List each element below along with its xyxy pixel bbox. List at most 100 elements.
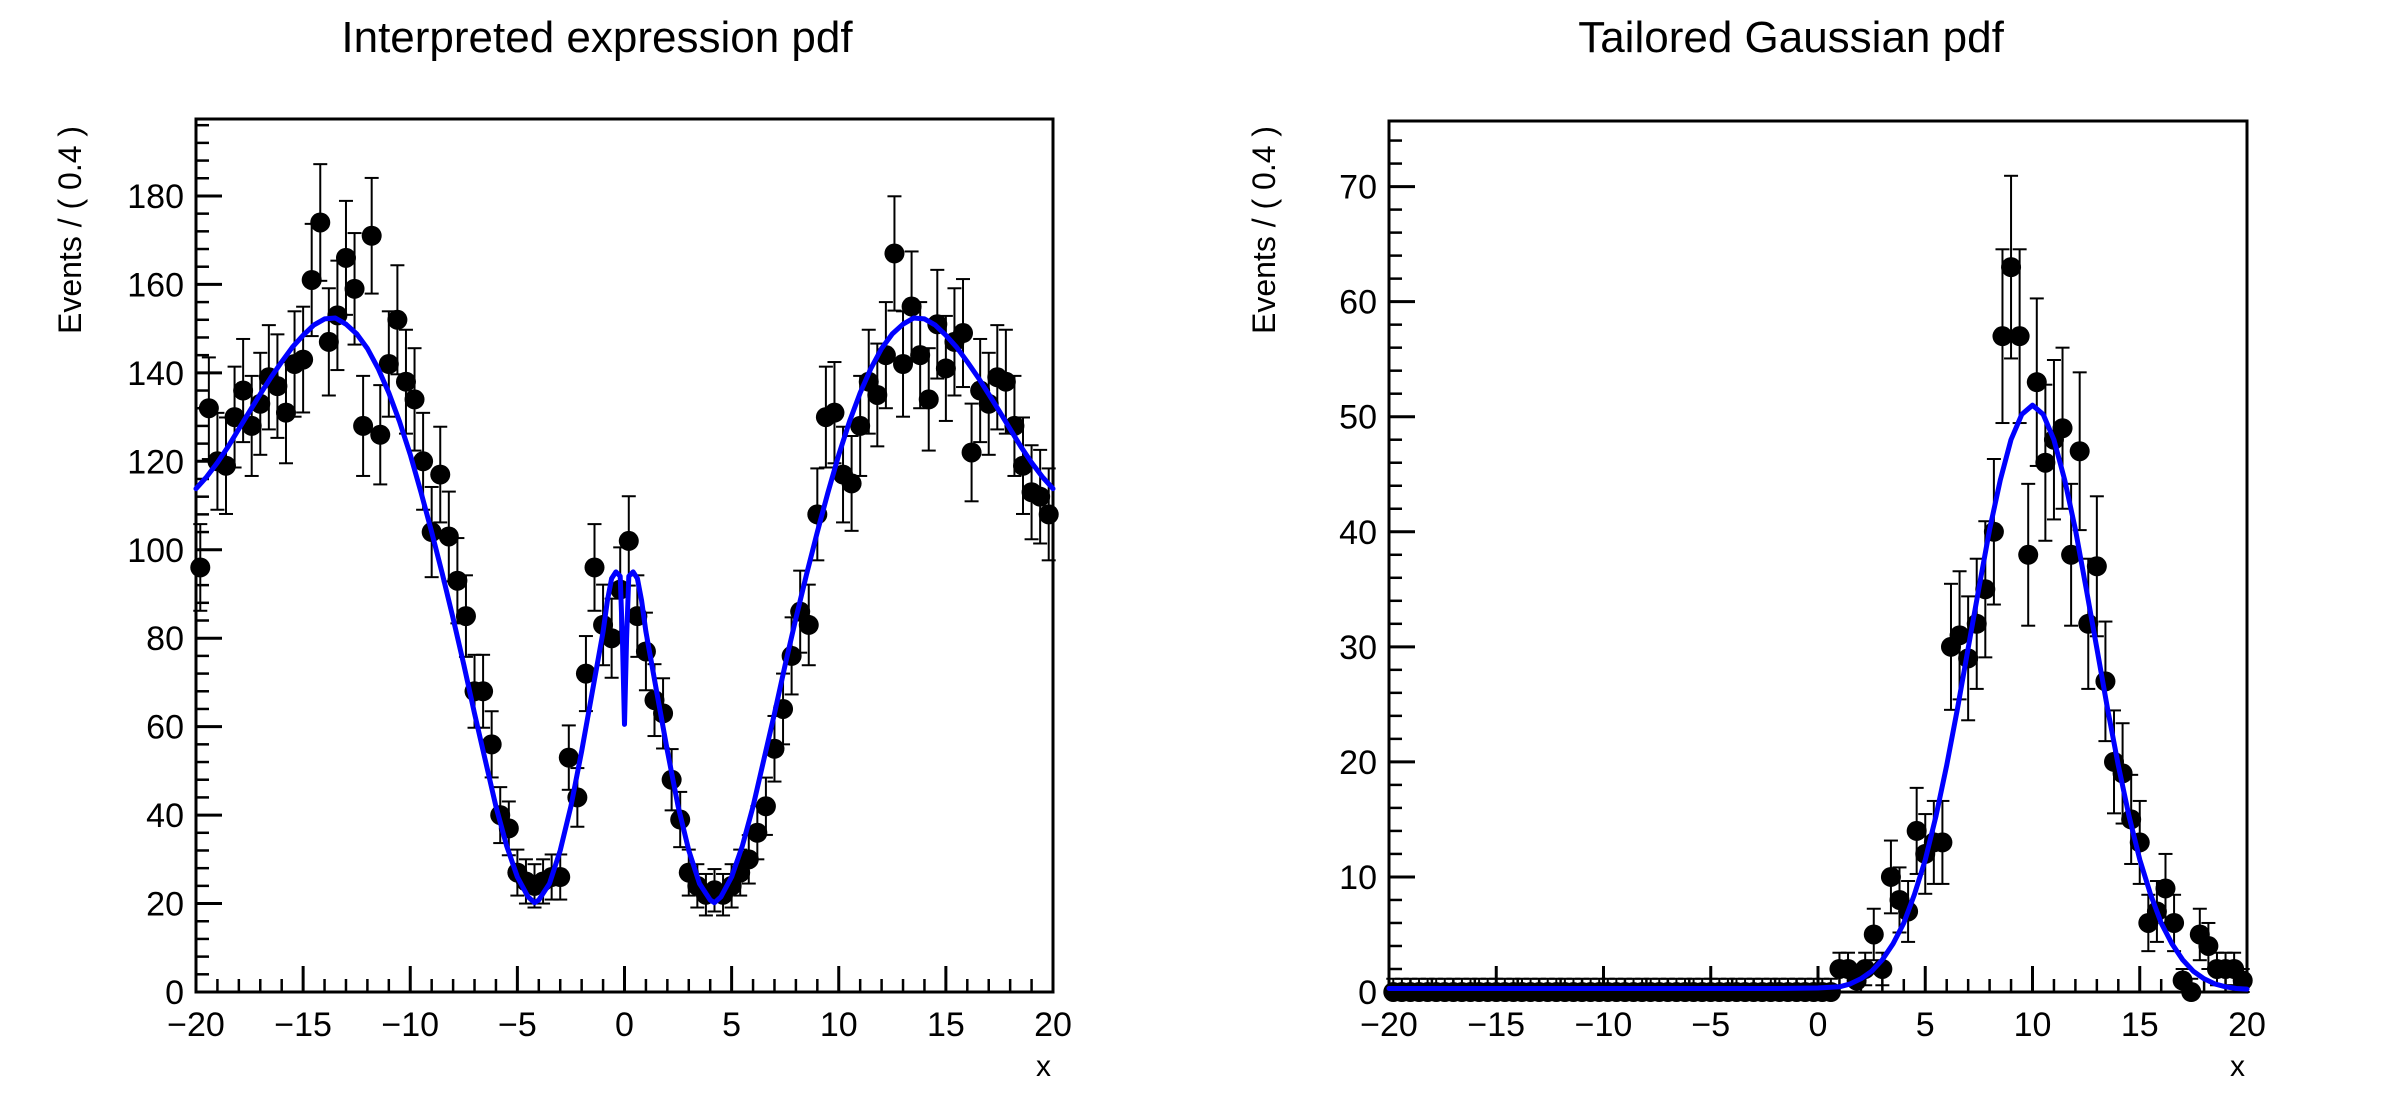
data-point xyxy=(910,345,931,366)
data-point xyxy=(190,557,211,578)
y-tick-label: 140 xyxy=(127,355,184,393)
fit-curve xyxy=(1386,402,2250,992)
data-point xyxy=(935,358,956,379)
data-point xyxy=(2035,452,2056,473)
axis-frame xyxy=(1387,119,2249,994)
data-point xyxy=(293,349,314,370)
y-tick-label: 50 xyxy=(1339,399,1377,437)
data-point xyxy=(2155,878,2176,899)
data-point xyxy=(395,371,416,392)
data-point xyxy=(1949,625,1970,646)
data-point xyxy=(2164,912,2185,933)
y-tick-label: 100 xyxy=(127,532,184,570)
data-point xyxy=(275,402,296,423)
left-plot: −20 −15 −10 −5 0 5 10 15 20 0 20 40 60 80 100 120 140 160… xyxy=(127,117,1072,1044)
y-tick-label: 120 xyxy=(127,443,184,481)
x-tick-label: −20 xyxy=(1360,1006,1418,1044)
y-tick-label: 30 xyxy=(1339,629,1377,667)
left-plot-title: Interpreted expression pdf xyxy=(341,13,853,62)
data-point xyxy=(267,376,288,397)
data-point xyxy=(995,371,1016,392)
data-point xyxy=(2001,257,2022,278)
x-tick-label: 5 xyxy=(722,1006,741,1044)
data-point xyxy=(301,269,322,290)
data-point xyxy=(198,398,219,419)
y-tick-label: 180 xyxy=(127,178,184,216)
fit-curve xyxy=(193,315,1056,906)
left-x-axis-title: x xyxy=(1036,1050,1051,1083)
data-point xyxy=(241,415,262,436)
data-point xyxy=(901,296,922,317)
data-point xyxy=(755,796,776,817)
data-point xyxy=(413,451,434,472)
x-tick-label: −20 xyxy=(167,1006,225,1044)
data-point xyxy=(1880,866,1901,887)
x-tick-label: 15 xyxy=(2121,1006,2159,1044)
x-tick-label: 20 xyxy=(2228,1006,2266,1044)
y-tick-label: 20 xyxy=(1339,744,1377,782)
x-tick-label: 15 xyxy=(927,1006,965,1044)
data-point xyxy=(473,681,494,702)
x-tick-label: 10 xyxy=(2014,1006,2052,1044)
data-point xyxy=(2052,418,2073,439)
data-point xyxy=(884,243,905,264)
data-point xyxy=(850,415,871,436)
data-point xyxy=(1992,326,2013,347)
data-point xyxy=(1863,924,1884,945)
data-point xyxy=(2061,544,2082,565)
data-point xyxy=(1030,486,1051,507)
right-y-axis-title: Events / ( 0.4 ) xyxy=(1246,125,1282,334)
x-tick-label: −5 xyxy=(498,1006,537,1044)
data-series xyxy=(1383,174,2253,1002)
right-x-axis-title: x xyxy=(2230,1050,2245,1083)
x-tick-label: 10 xyxy=(820,1006,858,1044)
data-point xyxy=(601,628,622,649)
y-tick-label: 70 xyxy=(1339,169,1377,207)
x-tick-label: −5 xyxy=(1691,1006,1730,1044)
data-point xyxy=(481,734,502,755)
data-point xyxy=(224,407,245,428)
data-point xyxy=(558,747,579,768)
y-tick-label: 40 xyxy=(1339,514,1377,552)
data-point xyxy=(353,415,374,436)
x-tick-label: 0 xyxy=(615,1006,634,1044)
data-point xyxy=(575,663,596,684)
y-tick-label: 80 xyxy=(146,620,184,658)
y-tick-label: 160 xyxy=(127,266,184,304)
data-point xyxy=(310,212,331,233)
x-tick-label: 20 xyxy=(1034,1006,1072,1044)
data-point xyxy=(378,354,399,375)
y-tick-label: 20 xyxy=(146,886,184,924)
x-tick-label: 0 xyxy=(1809,1006,1828,1044)
data-point xyxy=(2069,441,2090,462)
data-point xyxy=(2009,326,2030,347)
data-point xyxy=(841,473,862,494)
data-point xyxy=(233,380,254,401)
x-tick-label: −10 xyxy=(1575,1006,1633,1044)
data-point xyxy=(893,354,914,375)
right-plot: −20 −15 −10 −5 0 5 10 15 20 0 10 20 30 40 50 60 70 xyxy=(1339,119,2266,1044)
data-point xyxy=(867,384,888,405)
data-point xyxy=(430,464,451,485)
x-tick-label: −10 xyxy=(381,1006,439,1044)
y-tick-label: 10 xyxy=(1339,859,1377,897)
data-point xyxy=(618,530,639,551)
data-point xyxy=(404,389,425,410)
data-point xyxy=(918,389,939,410)
data-point xyxy=(361,225,382,246)
axis-frame xyxy=(194,117,1055,994)
data-point xyxy=(335,247,356,268)
data-point xyxy=(747,822,768,843)
data-point xyxy=(1932,832,1953,853)
data-point xyxy=(2232,970,2253,991)
y-tick-label: 0 xyxy=(1358,974,1377,1012)
right-plot-title: Tailored Gaussian pdf xyxy=(1578,13,2004,62)
data-point xyxy=(318,331,339,352)
data-point xyxy=(584,557,605,578)
data-point xyxy=(1906,820,1927,841)
x-tick-label: 5 xyxy=(1916,1006,1935,1044)
data-point xyxy=(1038,504,1059,525)
data-series xyxy=(190,163,1059,917)
y-tick-label: 60 xyxy=(146,709,184,747)
data-point xyxy=(2026,372,2047,393)
